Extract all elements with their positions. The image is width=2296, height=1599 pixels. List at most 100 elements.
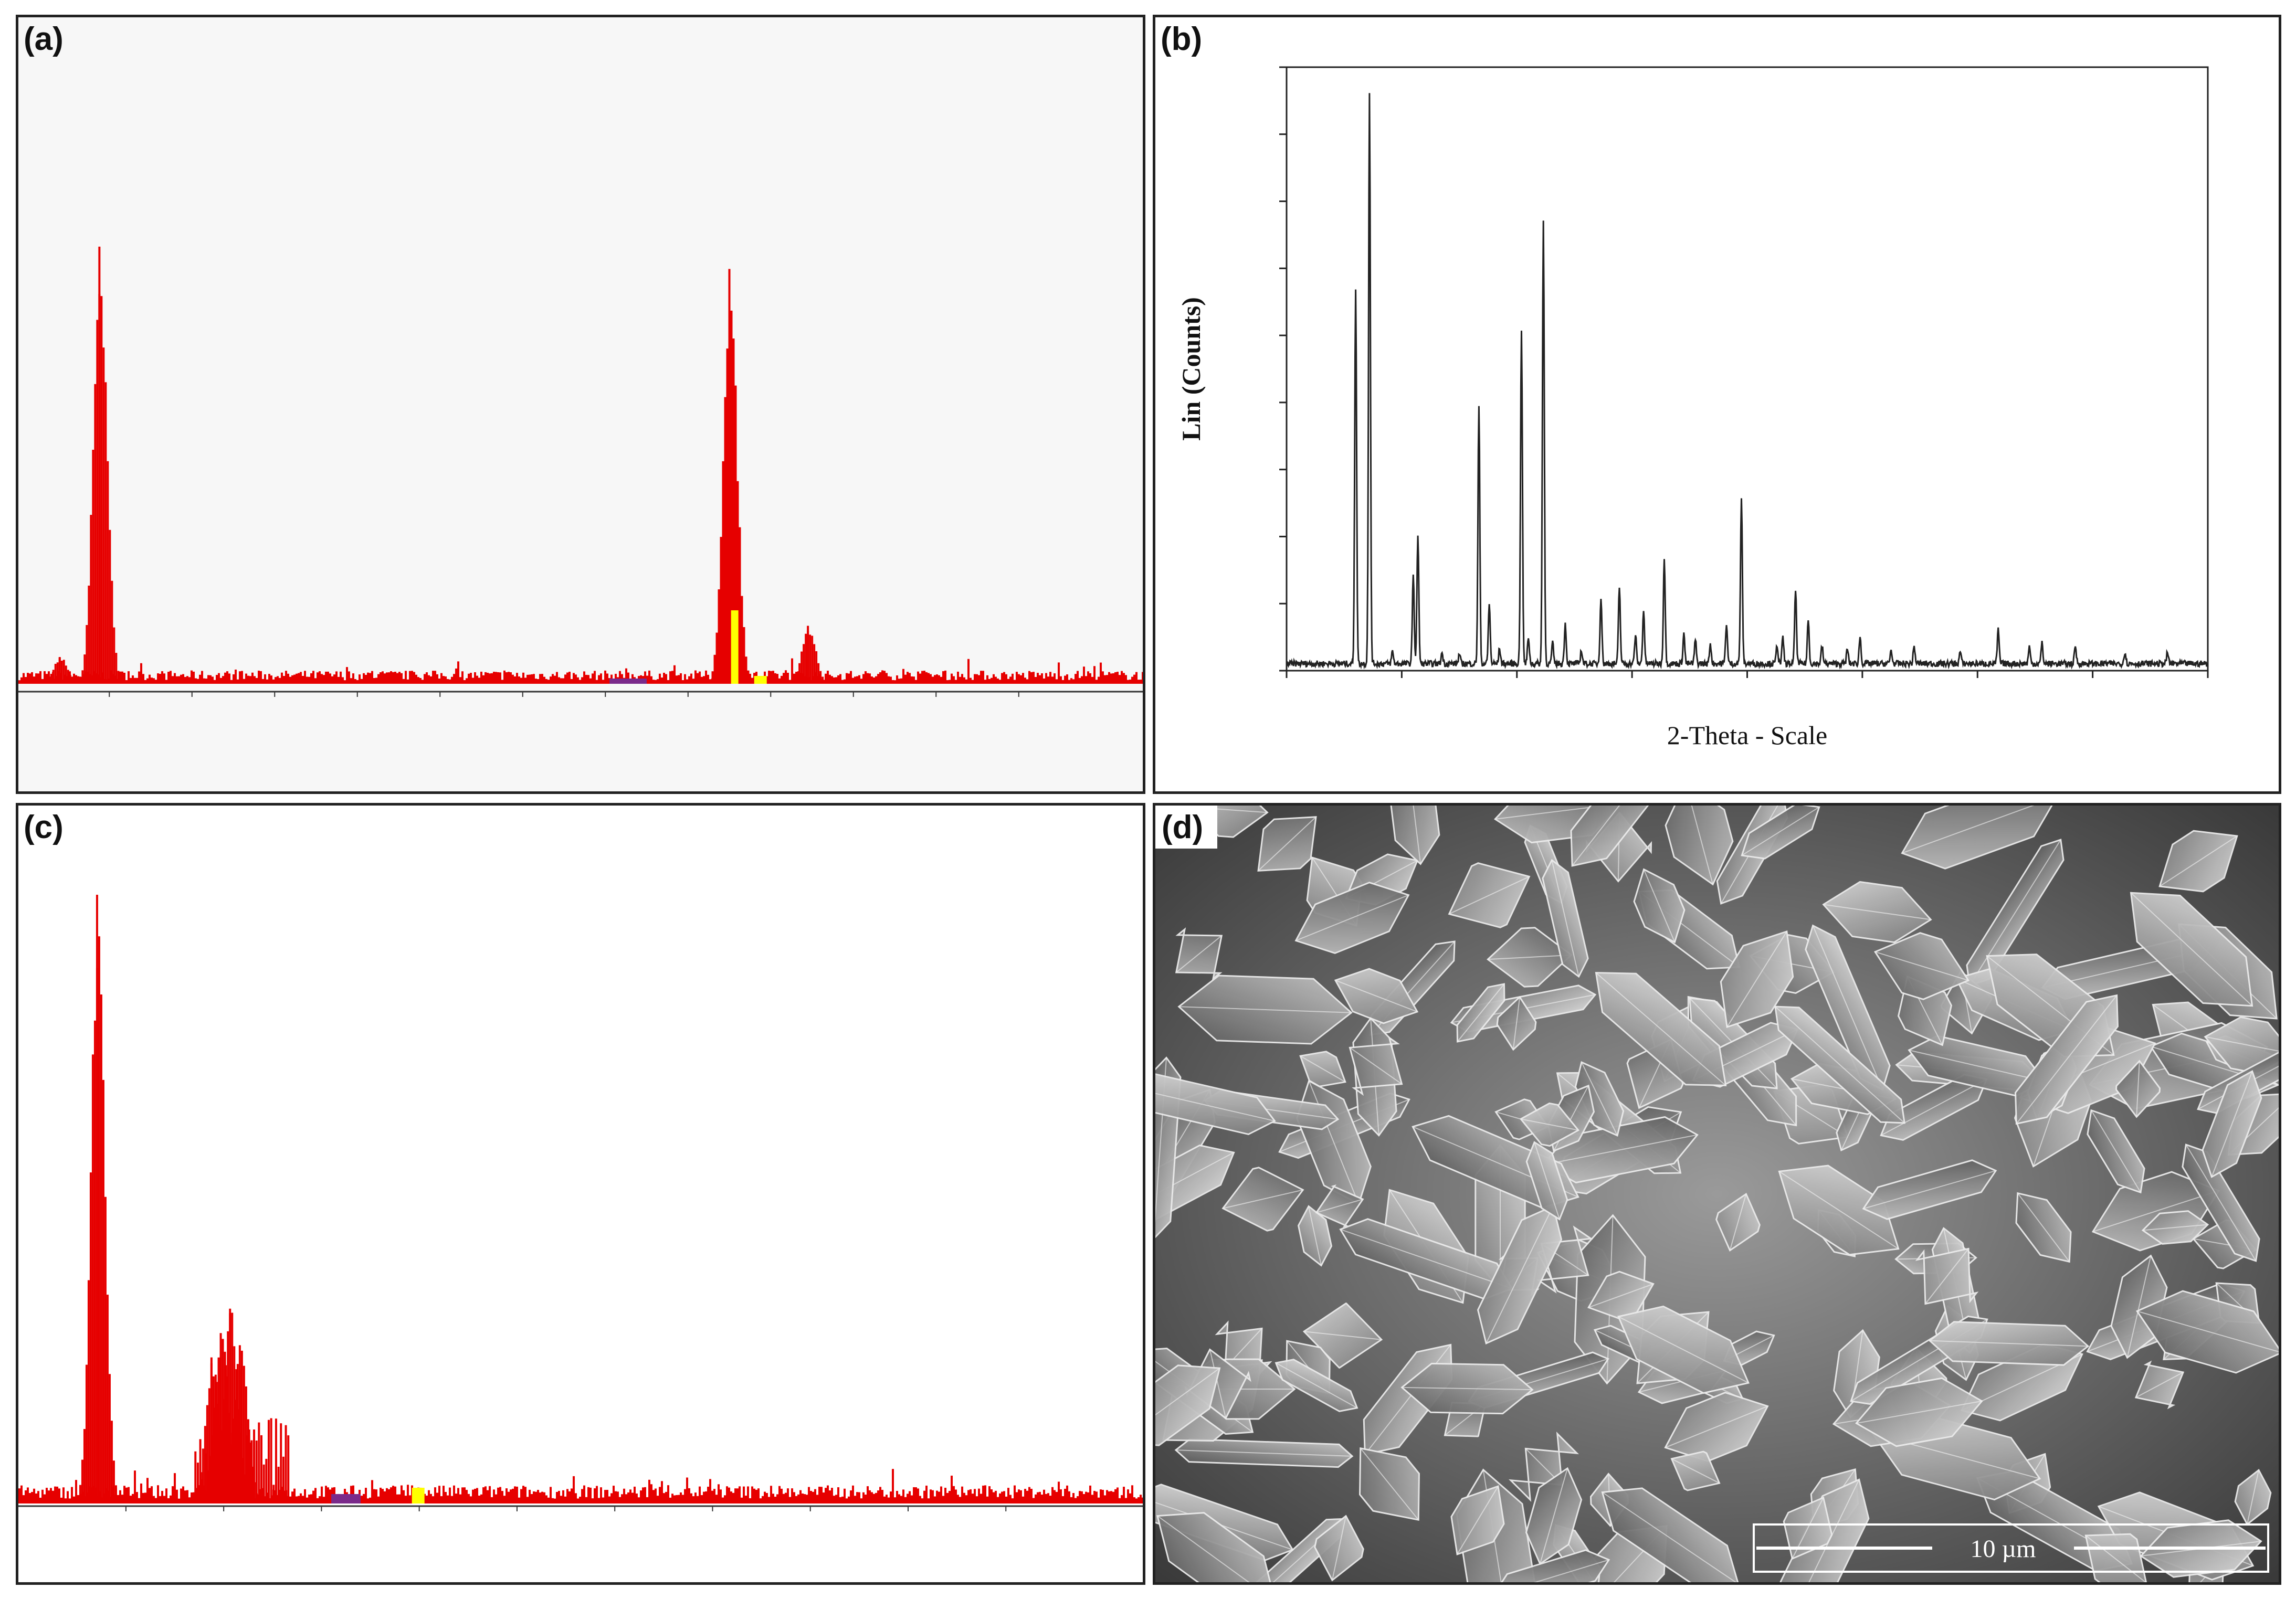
noise-bar [140, 663, 142, 684]
noise-bar [539, 1492, 541, 1503]
noise-bar [938, 675, 940, 684]
noise-bar [585, 1497, 587, 1503]
crystal [1487, 927, 1573, 988]
noise-bar [896, 1491, 898, 1503]
noise-bar [1060, 676, 1062, 684]
crystal-edge [1276, 1362, 1357, 1409]
crystal [1156, 1512, 1276, 1582]
noise-bar [596, 1486, 598, 1503]
noise-bar [159, 674, 161, 684]
noise-bar [726, 1486, 728, 1503]
noise-bar [529, 1489, 531, 1503]
cluster-bar [250, 1440, 253, 1503]
noise-bar [1098, 1497, 1100, 1503]
noise-bar [835, 1495, 837, 1503]
peak-bar [811, 636, 814, 684]
noise-bar [247, 675, 249, 684]
crystal [1448, 862, 1531, 928]
noise-bar [386, 1488, 388, 1503]
noise-bar [550, 676, 552, 684]
noise-bar [1123, 1487, 1125, 1503]
noise-bar [858, 1492, 860, 1503]
noise-bar [936, 674, 938, 684]
peak-bar [89, 1172, 92, 1503]
noise-bar [1127, 1489, 1129, 1503]
cluster-bar [199, 1439, 202, 1503]
noise-bar [930, 1489, 932, 1503]
noise-bar [680, 673, 682, 684]
noise-bar [283, 676, 285, 684]
noise-bar [520, 1489, 522, 1503]
crystal-edge [2092, 1190, 2219, 1232]
noise-bar [338, 676, 340, 684]
noise-bar [1005, 674, 1007, 684]
noise-bar [839, 674, 841, 684]
crystal [1741, 806, 1820, 860]
noise-bar [371, 671, 373, 684]
noise-bar [411, 671, 413, 684]
noise-bar [466, 678, 468, 684]
crystal-edge [2205, 1036, 2279, 1055]
cluster-bar [260, 1435, 262, 1503]
noise-bar [917, 1488, 919, 1503]
noise-bar [1117, 672, 1119, 684]
noise-bar [875, 1492, 877, 1503]
noise-bar [354, 679, 356, 684]
noise-bar [852, 677, 854, 684]
cluster-bar [267, 1420, 270, 1503]
noise-bar [48, 1490, 50, 1503]
noise-bar [373, 1489, 375, 1503]
noise-bar [493, 672, 495, 684]
noise-bar [669, 1497, 671, 1503]
crystal-edge [1543, 1134, 1698, 1166]
crystal-edge [2130, 892, 2253, 1007]
noise-bar [583, 1485, 585, 1503]
noise-bar [241, 671, 243, 684]
noise-bar [396, 1494, 398, 1503]
peak-bar [83, 654, 86, 684]
peak-bar [206, 1405, 208, 1503]
peak-bar [100, 994, 102, 1503]
noise-bar [1114, 672, 1117, 684]
crystal-edge [1618, 1316, 1749, 1384]
noise-bar [873, 677, 875, 684]
cluster-bar [262, 1464, 265, 1503]
noise-bar [512, 1488, 514, 1503]
noise-bar [623, 1488, 625, 1503]
noise-bar [1014, 1485, 1016, 1503]
peak-bar [213, 1407, 216, 1503]
noise-bar [33, 1488, 35, 1503]
noise-bar [524, 677, 526, 684]
noise-bar [694, 1492, 697, 1503]
noise-bar [243, 679, 245, 684]
noise-bar [785, 670, 787, 684]
noise-bar [867, 673, 869, 684]
noise-bar [186, 676, 188, 684]
crystal-edge [1316, 1199, 1363, 1213]
noise-bar [125, 1487, 128, 1503]
noise-bar [543, 1492, 545, 1503]
noise-bar [1112, 673, 1114, 684]
noise-bar [270, 675, 272, 684]
noise-bar [690, 673, 692, 684]
noise-bar [865, 1495, 867, 1503]
noise-bar [277, 676, 279, 684]
noise-bar [736, 1488, 739, 1503]
noise-bar [793, 1492, 795, 1503]
noise-bar [678, 675, 680, 684]
noise-bar [671, 1494, 673, 1503]
noise-bar [79, 676, 81, 684]
noise-bar [1064, 675, 1066, 684]
noise-bar [694, 670, 697, 684]
peak-bar [730, 310, 733, 684]
noise-bar [959, 1497, 961, 1503]
noise-bar [707, 674, 709, 684]
noise-bar [468, 673, 470, 684]
noise-bar [629, 1489, 631, 1503]
noise-bar [741, 1497, 743, 1503]
noise-bar [846, 673, 848, 684]
noise-bar [77, 676, 79, 684]
crystal-edge [1332, 1516, 1346, 1581]
noise-bar [319, 1496, 321, 1503]
peak-bar [115, 653, 118, 684]
